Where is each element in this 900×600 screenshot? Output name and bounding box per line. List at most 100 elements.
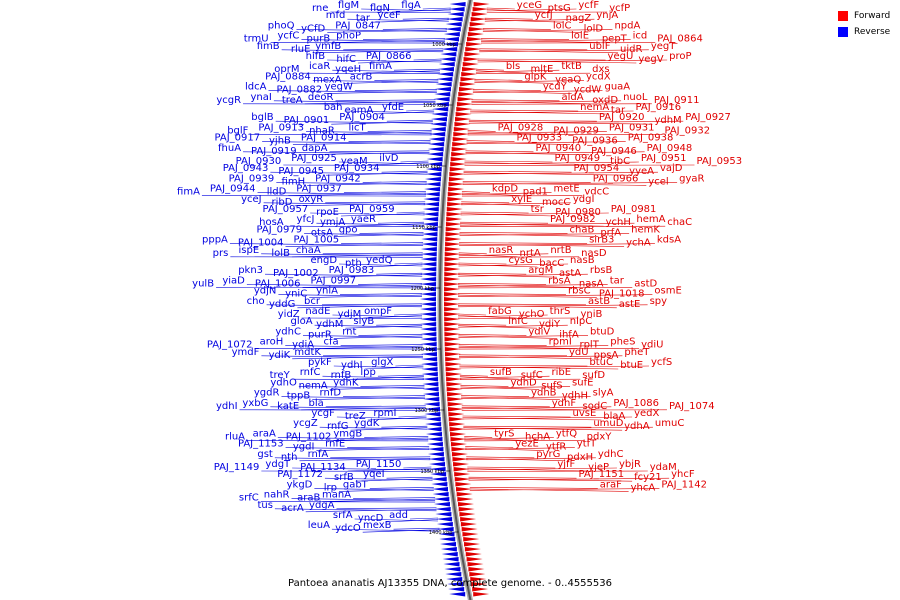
reverse-gene-label: ygdI [293,442,315,453]
forward-gene-arrow [449,427,466,432]
reverse-gene-label: PAJ_1002 [273,268,319,279]
forward-connector [458,256,580,258]
reverse-connector [292,356,424,360]
forward-gene-arrow [447,402,464,407]
forward-connector [458,305,617,309]
forward-gene-label: sirB3 [589,235,614,246]
forward-gene-arrow [446,377,463,382]
forward-connector [466,141,571,145]
forward-connector [458,254,518,258]
reverse-gene-label: PAJ_0939 [229,173,275,184]
reverse-gene-label: ynaI [251,92,272,103]
forward-connector [469,488,660,491]
reverse-connector [344,110,435,114]
reverse-gene-arrow [441,47,458,52]
forward-gene-label: nasA [579,278,604,289]
forward-gene-arrow [466,557,483,562]
reverse-gene-label: PAJ_1172 [277,469,323,480]
reverse-connector [254,348,423,350]
forward-gene-label: dxs [592,64,609,75]
reverse-gene-arrow [421,232,438,237]
forward-connector [458,356,592,360]
forward-connector [464,437,554,440]
forward-gene-label: ytfQ [556,428,577,439]
reverse-connector [357,60,442,64]
reverse-gene-label: acrA [281,503,304,514]
reverse-connector [312,50,444,54]
forward-gene-arrow [450,162,467,167]
reverse-gene-label: PAJ_1134 [300,462,346,473]
forward-gene-arrow [447,202,464,207]
reverse-connector [302,284,423,288]
forward-gene-label: PAJ_0928 [498,122,544,133]
forward-gene-arrow [444,317,461,322]
forward-gene-arrow [453,132,470,137]
reverse-connector [391,9,451,13]
legend-label-forward: Forward [854,11,891,21]
reverse-gene-arrow [423,397,440,402]
reverse-gene-arrow [427,452,444,457]
reverse-gene-arrow [424,177,441,182]
forward-gene-arrow [467,562,484,567]
reverse-gene-label: nahR [264,490,290,501]
forward-gene-arrow [444,297,461,302]
reverse-gene-arrow [420,282,437,287]
forward-gene-label: PAJ_0932 [664,125,710,136]
reverse-connector [250,134,432,136]
forward-connector [460,213,554,217]
reverse-gene-arrow [420,307,437,312]
reverse-gene-label: araA [253,428,276,439]
reverse-gene-label: PAJ_0930 [236,156,282,167]
forward-connector [475,72,591,74]
forward-connector [467,130,496,132]
reverse-gene-label: yniC [285,289,307,300]
forward-gene-label: umuD [593,418,623,429]
reverse-gene-label: PAJ_0959 [349,204,395,215]
forward-connector [458,348,640,350]
forward-gene-label: PAJ_0953 [696,156,742,167]
reverse-gene-arrow [426,162,443,167]
reverse-gene-arrow [436,77,453,82]
reverse-gene-arrow [429,462,446,467]
reverse-gene-arrow [446,17,463,22]
forward-gene-label: sufS [541,380,562,391]
forward-connector [474,79,523,81]
reverse-connector [285,447,430,450]
reverse-gene-label: ycgF [311,408,335,419]
reverse-gene-arrow [422,387,439,392]
forward-connector [479,49,649,53]
forward-connector [458,274,558,278]
forward-gene-label: PAJ_0933 [517,133,563,144]
forward-gene-label: nlpC [570,316,592,327]
reverse-gene-arrow [420,342,437,347]
reverse-gene-label: bglF [227,125,248,136]
forward-gene-label: npdA [614,20,640,31]
reverse-gene-label: PAJ_0919 [251,146,297,157]
reverse-gene-arrow [430,472,447,477]
reverse-gene-label: PAJ_1005 [293,235,339,246]
forward-gene-arrow [466,37,483,42]
reverse-gene-label: yfcJ [297,214,315,225]
reverse-gene-label: nadE [305,306,330,317]
forward-gene-arrow [448,187,465,192]
reverse-connector [403,466,432,469]
forward-connector [463,172,628,176]
reverse-gene-label: bla [308,398,323,409]
forward-connector [462,182,647,186]
reverse-connector [322,498,436,502]
forward-gene-arrow [444,272,461,277]
reverse-gene-arrow [432,102,449,107]
reverse-gene-arrow [426,432,443,437]
reverse-gene-label: icaR [309,61,330,72]
reverse-connector [247,440,429,442]
reverse-gene-label: tar [356,13,371,24]
reverse-gene-label: mexB [363,520,392,531]
forward-gene-arrow [444,247,461,252]
forward-gene-label: PAJ_0940 [535,143,581,154]
forward-gene-arrow [462,62,479,67]
reverse-connector [376,272,423,275]
forward-gene-arrow [452,142,469,147]
forward-gene-arrow [444,332,461,337]
forward-gene-arrow [459,512,476,517]
reverse-gene-arrow [427,447,444,452]
